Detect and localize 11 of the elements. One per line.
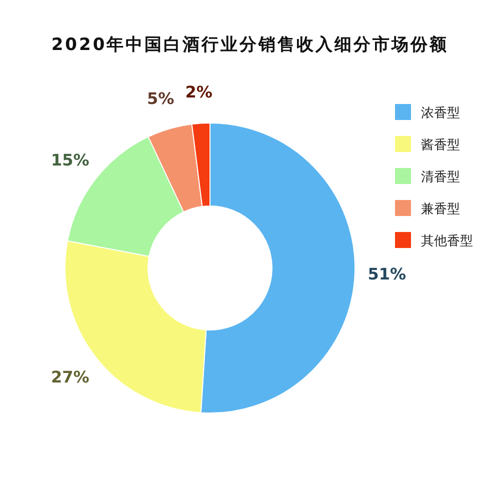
data-label: 27% [50,367,90,386]
legend-label: 清香型 [421,170,460,185]
chart-title: 2020年中国白酒行业分销售收入细分市场份额 [51,35,449,55]
data-label: 15% [50,150,90,170]
legend-label: 兼香型 [421,202,460,217]
legend-label: 浓香型 [421,106,460,121]
legend-label: 酱香型 [421,138,460,153]
data-label: 51% [368,264,406,284]
data-label: 5% [147,89,174,108]
legend-label: 其他香型 [421,234,473,249]
data-label: 2% [185,82,212,102]
